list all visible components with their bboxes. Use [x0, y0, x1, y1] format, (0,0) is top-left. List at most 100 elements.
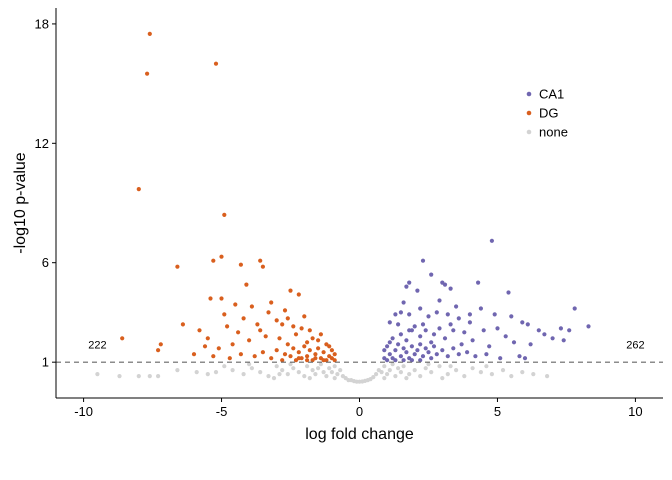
point-none-30 [335, 372, 340, 377]
point-CA1-99 [407, 328, 412, 333]
point-CA1-46 [429, 340, 434, 345]
point-CA1-25 [451, 328, 456, 333]
point-CA1-93 [401, 300, 406, 305]
point-CA1-21 [396, 322, 401, 327]
point-CA1-69 [434, 352, 439, 357]
point-DG-8 [238, 262, 243, 267]
point-none-16 [285, 372, 290, 377]
point-DG-30 [120, 336, 125, 341]
point-none-53 [398, 370, 403, 375]
point-CA1-11 [393, 312, 398, 317]
point-DG-51 [302, 344, 307, 349]
point-DG-56 [288, 354, 293, 359]
point-DG-75 [332, 352, 337, 357]
point-CA1-56 [398, 354, 403, 359]
point-DG-78 [310, 336, 315, 341]
x-tick-label: 10 [628, 404, 642, 419]
point-CA1-29 [520, 320, 525, 325]
point-CA1-26 [462, 330, 467, 335]
point-CA1-95 [503, 334, 508, 339]
point-DG-46 [316, 346, 321, 351]
point-CA1-96 [467, 312, 472, 317]
point-CA1-73 [456, 352, 461, 357]
point-none-71 [545, 374, 550, 379]
point-none-83 [277, 372, 282, 377]
point-CA1-31 [509, 314, 514, 319]
point-none-84 [440, 376, 445, 381]
series-CA1 [382, 238, 591, 363]
point-none-1 [117, 374, 122, 379]
point-DG-44 [321, 350, 326, 355]
point-CA1-43 [470, 338, 475, 343]
point-DG-7 [211, 258, 216, 263]
point-none-7 [213, 370, 219, 375]
point-CA1-62 [415, 348, 420, 353]
point-none-31 [338, 368, 343, 373]
point-DG-82 [236, 330, 241, 335]
x-tick-label: -10 [74, 404, 93, 419]
point-CA1-18 [456, 316, 461, 321]
point-DG-33 [230, 342, 235, 347]
point-CA1-63 [418, 342, 423, 347]
point-none-5 [175, 368, 180, 373]
point-DG-12 [288, 288, 293, 293]
point-none-12 [258, 370, 263, 375]
x-tick-label: 5 [494, 404, 501, 419]
point-DG-76 [327, 344, 332, 349]
point-none-65 [478, 370, 483, 375]
point-CA1-19 [467, 320, 472, 325]
point-CA1-12 [398, 310, 403, 315]
point-CA1-15 [426, 314, 431, 319]
point-DG-71 [321, 358, 326, 363]
y-axis-ticks: 1 6 12 18 [35, 16, 56, 370]
point-none-62 [454, 368, 459, 373]
point-DG-70 [329, 356, 334, 361]
point-CA1-77 [498, 356, 503, 361]
legend-key-DG [526, 110, 532, 116]
point-DG-31 [202, 344, 208, 349]
point-none-15 [280, 368, 285, 373]
point-DG-6 [219, 254, 224, 259]
point-CA1-49 [390, 336, 395, 341]
point-none-70 [531, 372, 536, 377]
point-none-75 [307, 376, 312, 381]
point-DG-2 [213, 61, 219, 66]
point-DG-55 [291, 346, 296, 351]
point-none-61 [445, 372, 450, 377]
point-CA1-82 [401, 358, 406, 363]
point-none-23 [316, 366, 321, 371]
point-none-3 [147, 374, 152, 379]
point-CA1-35 [572, 306, 577, 311]
point-CA1-16 [434, 310, 439, 315]
point-DG-21 [180, 322, 185, 327]
point-DG-16 [233, 302, 238, 307]
point-CA1-44 [459, 342, 464, 347]
point-DG-27 [291, 324, 296, 329]
point-none-52 [396, 366, 401, 371]
point-CA1-54 [393, 348, 398, 353]
point-CA1-74 [465, 350, 470, 355]
legend-key-none [526, 129, 532, 135]
point-DG-65 [227, 356, 232, 361]
point-CA1-89 [420, 322, 426, 327]
point-CA1-66 [426, 350, 431, 355]
y-tick-label: 1 [42, 355, 49, 370]
point-CA1-70 [440, 348, 445, 353]
point-none-26 [324, 374, 329, 379]
point-CA1-50 [382, 348, 387, 353]
legend-label-none: none [539, 125, 568, 140]
legend-key-CA1 [526, 91, 532, 97]
point-none-21 [310, 368, 315, 373]
point-CA1-57 [401, 346, 406, 351]
y-tick-label: 12 [35, 136, 49, 151]
point-none-74 [288, 362, 293, 367]
point-none-54 [401, 364, 406, 369]
point-DG-50 [305, 354, 310, 359]
point-DG-11 [244, 282, 249, 287]
point-CA1-91 [454, 304, 459, 309]
point-none-24 [318, 362, 323, 367]
point-none-50 [390, 362, 395, 367]
legend-label-CA1: CA1 [539, 87, 564, 102]
point-DG-59 [280, 358, 285, 363]
point-DG-20 [302, 314, 307, 319]
